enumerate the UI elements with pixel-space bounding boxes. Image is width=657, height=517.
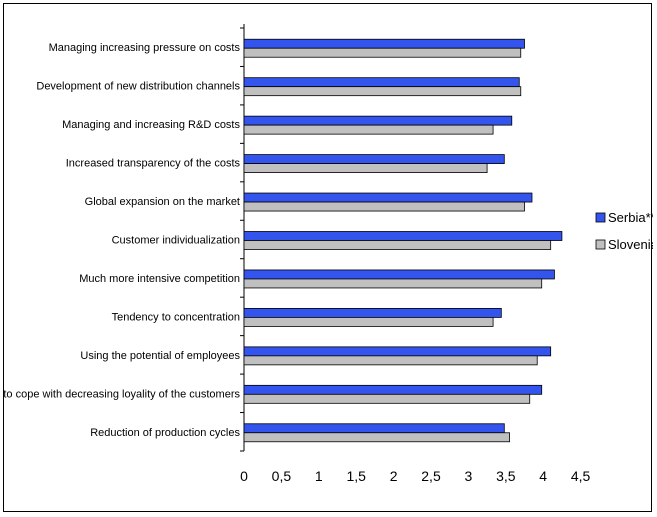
bar-slovenia	[243, 355, 538, 366]
x-tick-label: 2	[390, 468, 398, 484]
category-label: Using the potential of employees	[80, 350, 240, 362]
category-label: Increased transparency of the costs	[66, 158, 241, 170]
x-tick-label: 4,5	[571, 468, 591, 484]
bar-slovenia	[243, 317, 494, 327]
bar-serbia	[243, 231, 563, 241]
bar-serbia	[243, 269, 555, 280]
bar-serbia	[243, 115, 513, 126]
bar-serbia	[243, 192, 533, 203]
bar-slovenia	[243, 201, 525, 212]
legend-swatch-serbia	[595, 212, 606, 223]
bar-serbia	[243, 77, 520, 88]
category-label: Managing and increasing R&D costs	[62, 119, 240, 131]
category-label: Global expansion on the market	[85, 196, 240, 208]
x-tick-label: 0,5	[272, 468, 292, 484]
bar-serbia	[243, 346, 552, 357]
x-tick-label: 4	[539, 468, 547, 484]
x-tick-label: 3,5	[496, 468, 516, 484]
x-tick-label: 2,5	[421, 468, 441, 484]
legend-swatch-slovenia	[595, 239, 606, 250]
bar-slovenia	[243, 393, 531, 404]
category-label: Much more intensive competition	[79, 273, 240, 285]
bar-serbia	[243, 384, 543, 395]
bar-slovenia	[243, 47, 522, 58]
chart-frame: Managing increasing pressure on costs Dev…	[3, 3, 653, 512]
bar-serbia	[243, 308, 502, 318]
x-tick-label: 3	[465, 468, 473, 484]
x-tick-label: 0	[240, 468, 248, 484]
category-label: Tendency to concentration	[112, 311, 240, 323]
bar-serbia	[243, 154, 505, 164]
x-tick-label: 1,5	[346, 468, 366, 484]
bar-slovenia	[243, 278, 543, 289]
x-tick-label: 1	[315, 468, 323, 484]
category-label: Reduction of production cycles	[90, 427, 240, 439]
legend-label-serbia: Serbia**	[608, 210, 653, 225]
bar-slovenia	[243, 86, 522, 97]
legend-label-slovenia: Slovenia*	[608, 237, 653, 252]
bar-slovenia	[243, 240, 552, 250]
bar-slovenia	[243, 124, 494, 135]
category-label: Development of new distribution channels	[36, 81, 240, 93]
bar-slovenia	[243, 432, 510, 443]
bar-chart: Managing increasing pressure on costs Dev…	[4, 24, 653, 484]
category-label: Managing increasing pressure on costs	[49, 42, 241, 54]
bar-slovenia	[243, 163, 488, 173]
category-label: Customer individualization	[112, 235, 240, 247]
bar-serbia	[243, 38, 525, 49]
category-label: How to cope with decreasing loyality of …	[4, 388, 240, 400]
bar-serbia	[243, 423, 505, 434]
